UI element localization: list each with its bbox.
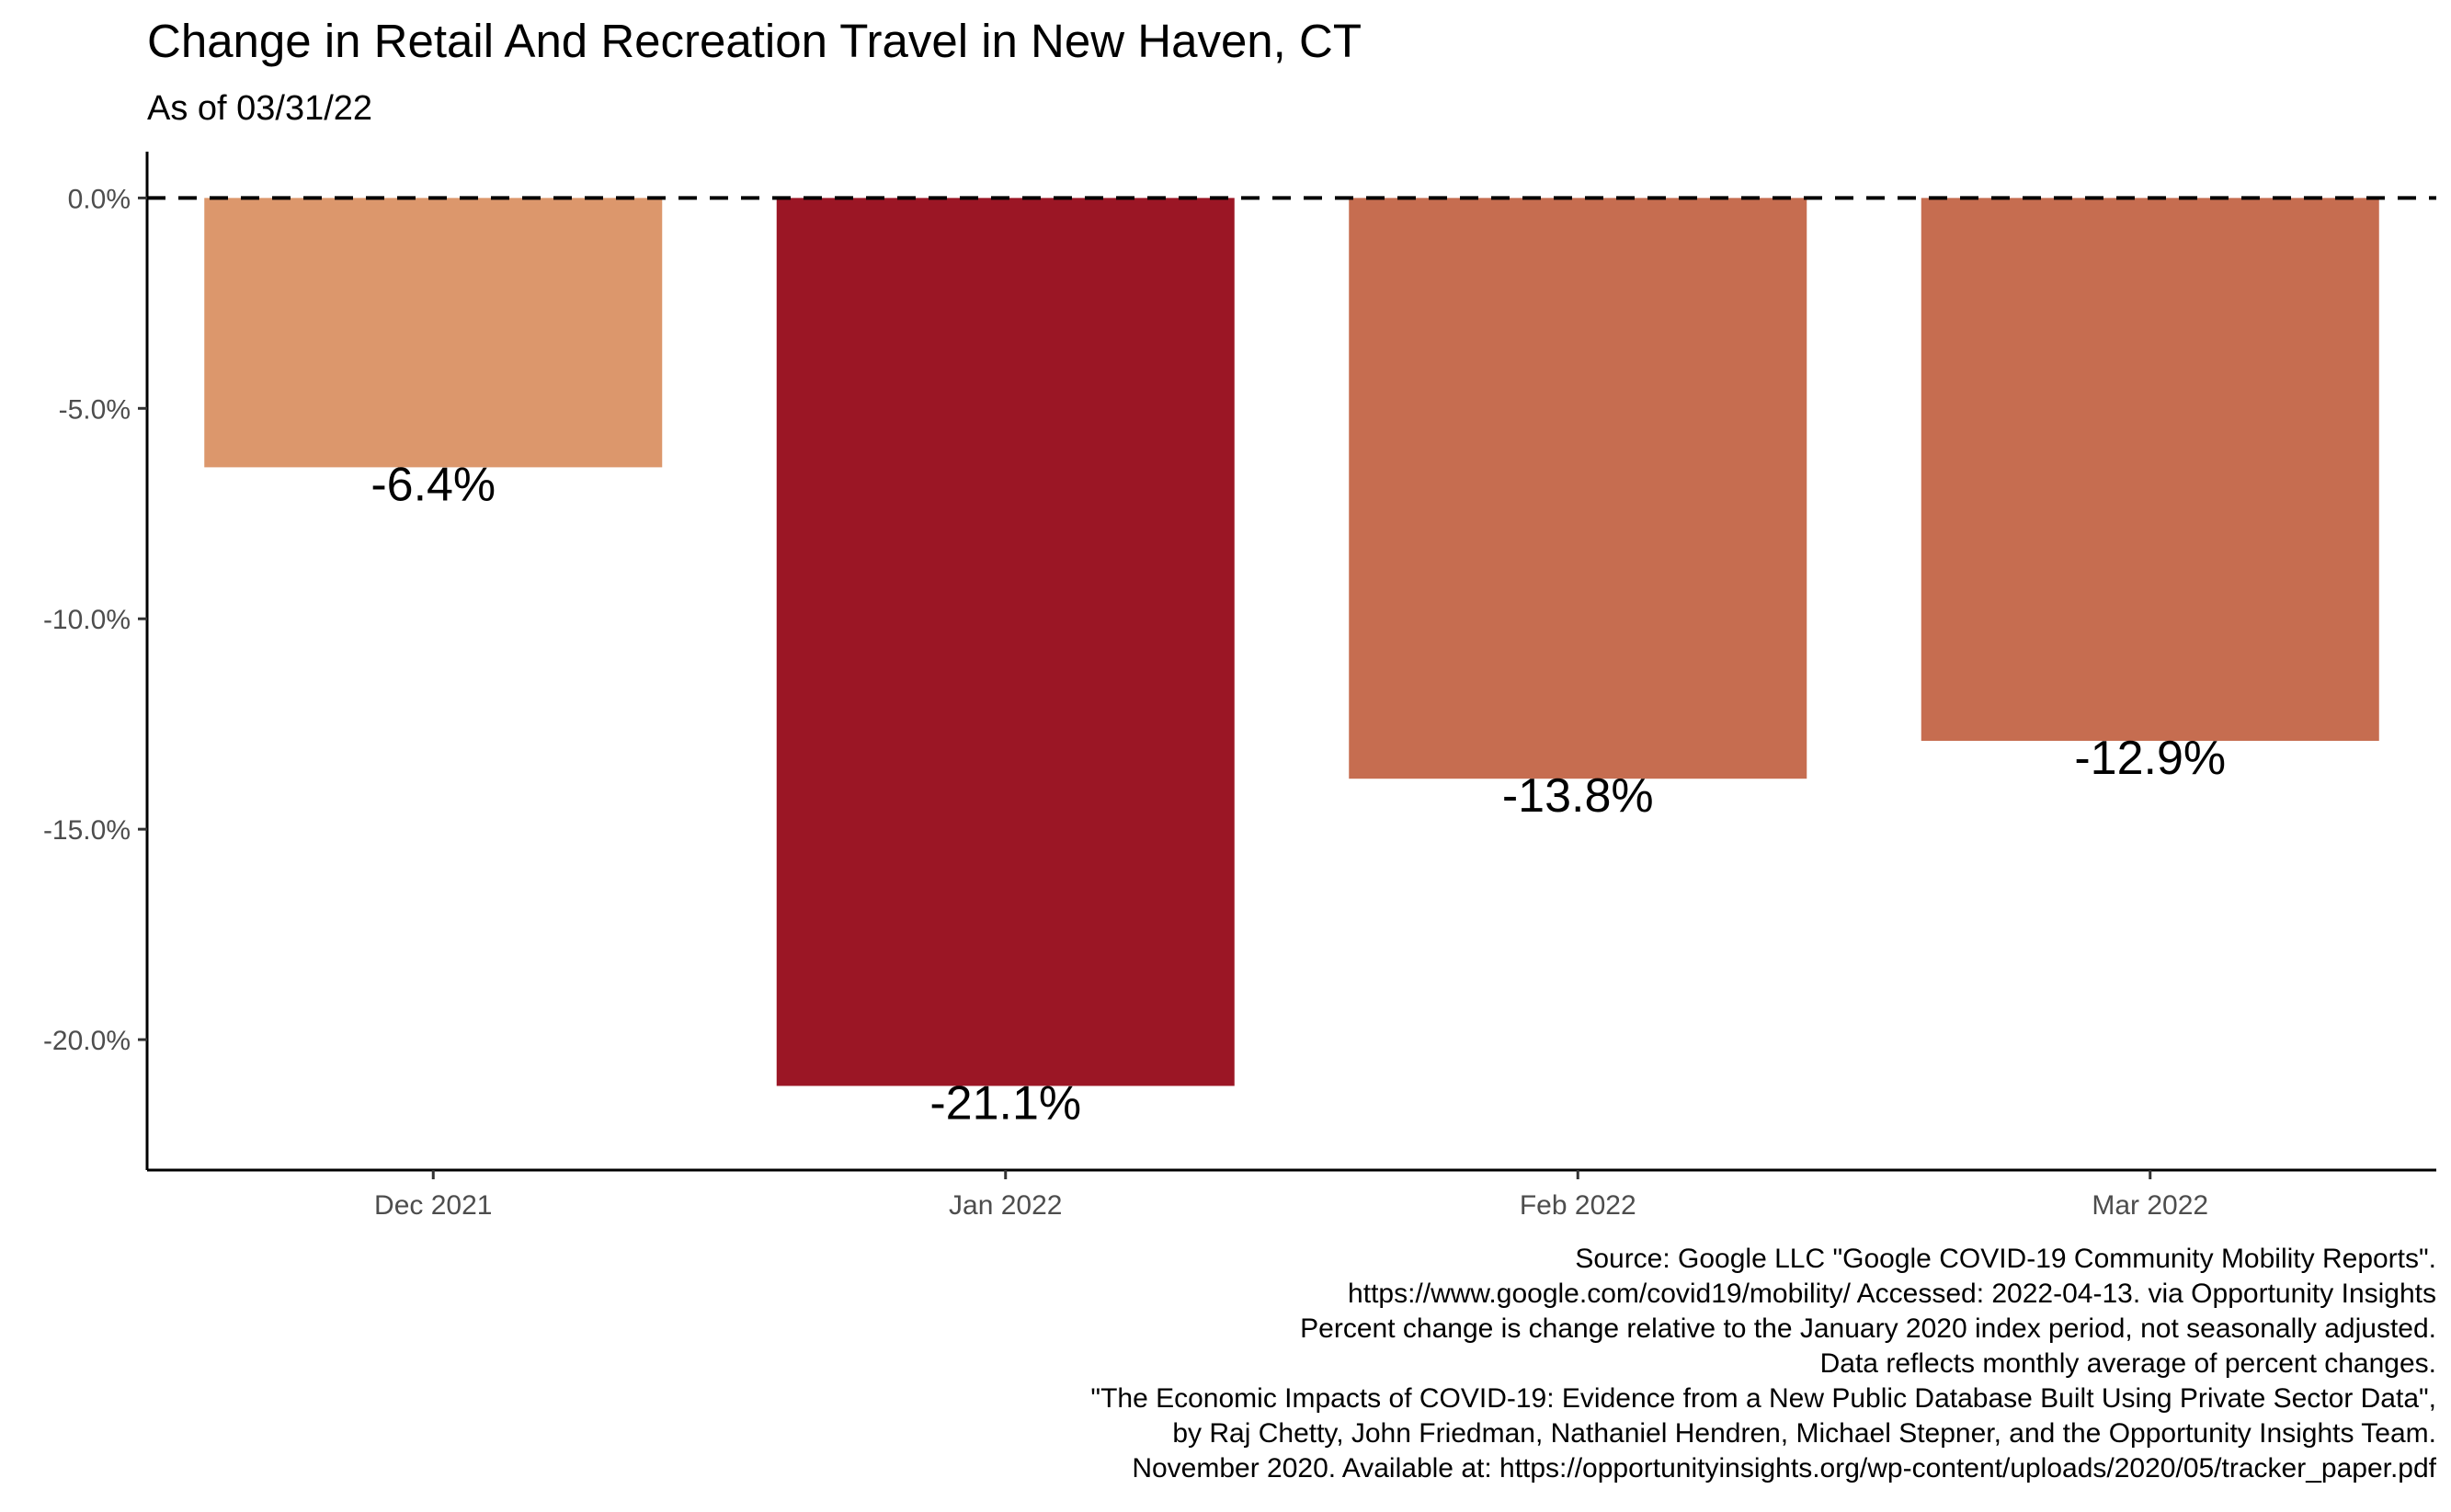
bar-jan-2022 <box>776 198 1235 1086</box>
data-label: -21.1% <box>929 1076 1081 1130</box>
y-tick-label: -10.0% <box>43 605 131 635</box>
y-tick-label: -15.0% <box>43 815 131 846</box>
bars-group <box>204 198 2379 1086</box>
data-label: -13.8% <box>1502 769 1654 823</box>
caption-line: November 2020. Available at: https://opp… <box>1132 1453 2436 1484</box>
bar-dec-2021 <box>204 198 663 468</box>
bar-feb-2022 <box>1349 198 1807 779</box>
data-label: -6.4% <box>370 458 496 511</box>
x-tick-label: Feb 2022 <box>1520 1190 1636 1221</box>
y-tick-label: -5.0% <box>59 394 131 425</box>
x-tick-label: Jan 2022 <box>949 1190 1062 1221</box>
caption-line: Source: Google LLC "Google COVID-19 Comm… <box>1575 1244 2436 1274</box>
chart-subtitle: As of 03/31/22 <box>147 89 372 128</box>
caption-line: Percent change is change relative to the… <box>1300 1313 2436 1344</box>
caption-line: https://www.google.com/covid19/mobility/… <box>1348 1279 2436 1309</box>
bar-mar-2022 <box>1921 198 2379 741</box>
chart-caption: Source: Google LLC "Google COVID-19 Comm… <box>1090 1244 2436 1484</box>
y-tick-label: -20.0% <box>43 1026 131 1056</box>
x-tick-label: Mar 2022 <box>2092 1190 2208 1221</box>
data-label: -12.9% <box>2074 732 2226 785</box>
y-axis-ticks: 0.0% -5.0% -10.0% -15.0% -20.0% <box>43 184 147 1056</box>
chart-title: Change in Retail And Recreation Travel i… <box>147 15 1362 67</box>
caption-line: Data reflects monthly average of percent… <box>1820 1348 2436 1379</box>
y-tick-label: 0.0% <box>68 184 131 214</box>
caption-line: by Raj Chetty, John Friedman, Nathaniel … <box>1172 1418 2436 1449</box>
data-labels-group: -6.4% -21.1% -13.8% -12.9% <box>370 458 2226 1130</box>
caption-line: "The Economic Impacts of COVID-19: Evide… <box>1090 1383 2436 1414</box>
x-tick-label: Dec 2021 <box>374 1190 492 1221</box>
x-axis-ticks: Dec 2021 Jan 2022 Feb 2022 Mar 2022 <box>374 1170 2208 1221</box>
